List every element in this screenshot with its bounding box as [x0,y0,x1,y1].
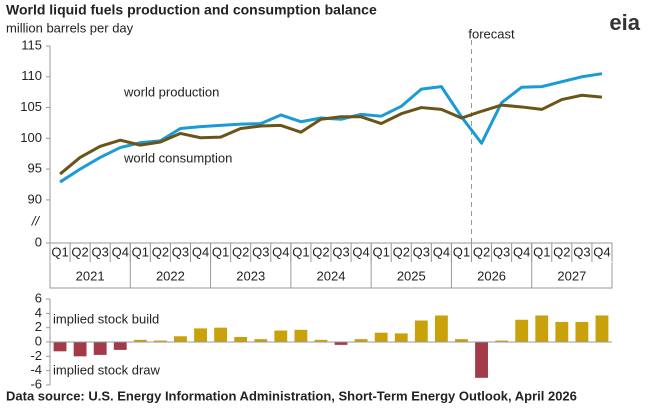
x-tick-label: Q3 [332,244,349,259]
x-tick-label: Q1 [292,244,309,259]
y-tick-label: 2 [35,319,42,334]
x-tick-label: Q1 [533,244,550,259]
bar [93,342,107,355]
x-tick-label: Q2 [152,244,169,259]
y-tick-label: 0 [35,234,42,249]
x-tick-label: Q2 [553,244,570,259]
y-tick-label: 6 [35,290,42,305]
x-tick-label: Q4 [112,244,129,259]
bar [354,339,368,342]
x-tick-label: Q1 [132,244,149,259]
bar [73,342,87,357]
draw-label: implied stock draw [53,362,161,377]
y-tick-label: -4 [30,362,42,377]
bar [434,315,448,342]
x-tick-label: Q3 [172,244,189,259]
year-label: 2025 [397,268,426,283]
bar [495,340,509,342]
x-tick-label: Q4 [352,244,369,259]
bar [314,339,328,342]
y-tick-label: 100 [20,130,42,145]
chart-subtitle: million barrels per day [6,20,134,35]
x-tick-label: Q3 [92,244,109,259]
bar [555,321,569,342]
year-label: 2021 [76,268,105,283]
x-tick-label: Q4 [272,244,289,259]
bar [254,339,268,342]
year-label: 2024 [317,268,346,283]
y-tick-label: 95 [28,161,42,176]
x-tick-label: Q2 [312,244,329,259]
bar [334,342,348,345]
x-tick-label: Q4 [192,244,209,259]
x-tick-label: Q2 [71,244,88,259]
y-tick-label: 105 [20,99,42,114]
forecast-label: forecast [468,26,515,41]
bar [475,342,488,378]
x-tick-label: Q3 [573,244,590,259]
bar [455,339,468,342]
bar [414,320,428,342]
x-tick-label: Q3 [493,244,510,259]
bar [174,336,187,342]
x-tick-label: Q4 [433,244,450,259]
axis-break: // [31,213,41,228]
bar [194,328,207,342]
bar [214,327,228,342]
series-line [59,93,603,176]
x-tick-label: Q2 [232,244,249,259]
x-tick-label: Q4 [513,244,530,259]
bar [394,333,408,342]
y-tick-label: 4 [35,305,42,320]
x-tick-label: Q2 [473,244,490,259]
bar [153,340,167,342]
bar [374,332,388,342]
bar [274,330,288,342]
x-tick-label: Q2 [393,244,410,259]
bar [535,315,549,342]
year-label: 2026 [477,268,506,283]
bar [294,329,308,342]
x-tick-label: Q1 [51,244,68,259]
y-tick-label: 0 [35,333,42,348]
y-tick-label: -2 [30,348,42,363]
bar [133,339,147,342]
y-tick-label: 90 [28,191,42,206]
series-label: world production [123,84,219,99]
x-tick-label: Q1 [212,244,229,259]
source: Data source: U.S. Energy Information Adm… [6,388,577,403]
bar [515,319,529,342]
y-tick-label: 115 [21,37,42,52]
build-label: implied stock build [53,311,159,326]
x-tick-label: Q3 [252,244,269,259]
x-tick-label: Q1 [373,244,390,259]
year-label: 2022 [156,268,185,283]
year-label: 2023 [236,268,265,283]
bar [575,321,589,342]
bar [53,342,67,352]
bar [234,336,248,342]
bar [113,342,127,350]
y-tick-label: -6 [30,376,42,391]
x-tick-label: Q1 [453,244,470,259]
year-label: 2027 [557,268,586,283]
x-tick-label: Q4 [593,244,610,259]
logo: eia [609,10,640,35]
chart-title: World liquid fuels production and consum… [6,2,377,18]
bar [595,315,609,342]
x-tick-label: Q3 [413,244,430,259]
y-tick-label: 110 [21,68,42,83]
series-label: world consumption [123,150,232,165]
